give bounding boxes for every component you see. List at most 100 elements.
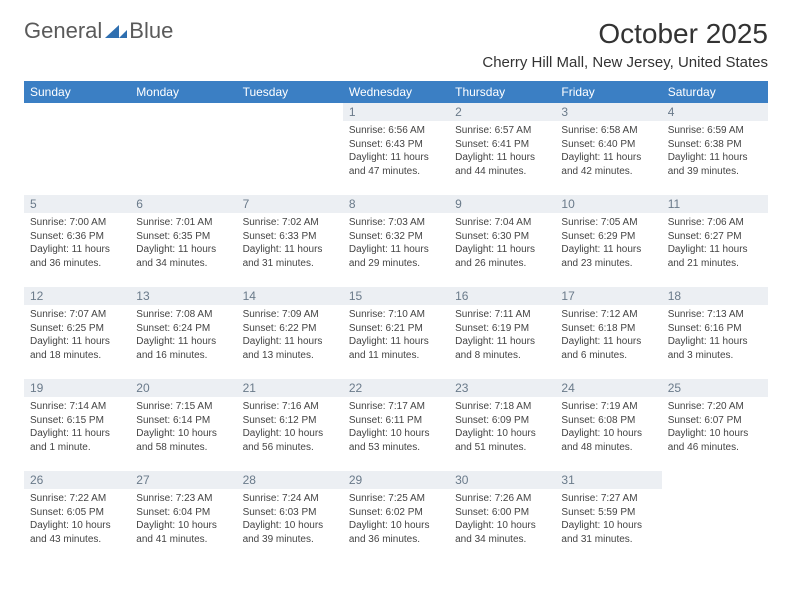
calendar-cell: 19Sunrise: 7:14 AMSunset: 6:15 PMDayligh… — [24, 379, 130, 471]
day-details: Sunrise: 6:58 AMSunset: 6:40 PMDaylight:… — [555, 121, 661, 180]
daylight-line: Daylight: 10 hours and 43 minutes. — [30, 519, 124, 546]
day-number: 30 — [449, 471, 555, 489]
day-number: 1 — [343, 103, 449, 121]
sunset-line: Sunset: 6:14 PM — [136, 414, 230, 428]
daylight-line: Daylight: 11 hours and 21 minutes. — [668, 243, 762, 270]
calendar-row: 26Sunrise: 7:22 AMSunset: 6:05 PMDayligh… — [24, 471, 768, 563]
day-number: 21 — [237, 379, 343, 397]
day-number: 3 — [555, 103, 661, 121]
sunset-line: Sunset: 6:07 PM — [668, 414, 762, 428]
day-number: 18 — [662, 287, 768, 305]
sunrise-line: Sunrise: 7:07 AM — [30, 308, 124, 322]
sunrise-line: Sunrise: 7:20 AM — [668, 400, 762, 414]
sunrise-line: Sunrise: 7:26 AM — [455, 492, 549, 506]
calendar-cell: 9Sunrise: 7:04 AMSunset: 6:30 PMDaylight… — [449, 195, 555, 287]
calendar-cell — [130, 103, 236, 195]
sunrise-line: Sunrise: 7:05 AM — [561, 216, 655, 230]
daylight-line: Daylight: 11 hours and 44 minutes. — [455, 151, 549, 178]
sunrise-line: Sunrise: 7:12 AM — [561, 308, 655, 322]
sunrise-line: Sunrise: 7:13 AM — [668, 308, 762, 322]
sunset-line: Sunset: 6:16 PM — [668, 322, 762, 336]
calendar-cell: 6Sunrise: 7:01 AMSunset: 6:35 PMDaylight… — [130, 195, 236, 287]
daylight-line: Daylight: 11 hours and 26 minutes. — [455, 243, 549, 270]
sunset-line: Sunset: 6:15 PM — [30, 414, 124, 428]
logo-text-blue: Blue — [129, 18, 173, 44]
day-details: Sunrise: 7:08 AMSunset: 6:24 PMDaylight:… — [130, 305, 236, 364]
day-number: 11 — [662, 195, 768, 213]
daylight-line: Daylight: 10 hours and 51 minutes. — [455, 427, 549, 454]
day-details: Sunrise: 7:11 AMSunset: 6:19 PMDaylight:… — [449, 305, 555, 364]
day-details: Sunrise: 7:07 AMSunset: 6:25 PMDaylight:… — [24, 305, 130, 364]
sunset-line: Sunset: 6:05 PM — [30, 506, 124, 520]
day-number: 15 — [343, 287, 449, 305]
calendar-body: 1Sunrise: 6:56 AMSunset: 6:43 PMDaylight… — [24, 103, 768, 563]
sunrise-line: Sunrise: 7:03 AM — [349, 216, 443, 230]
sunrise-line: Sunrise: 6:56 AM — [349, 124, 443, 138]
daylight-line: Daylight: 11 hours and 36 minutes. — [30, 243, 124, 270]
sunrise-line: Sunrise: 7:04 AM — [455, 216, 549, 230]
month-title: October 2025 — [482, 18, 768, 50]
sunrise-line: Sunrise: 7:02 AM — [243, 216, 337, 230]
sunset-line: Sunset: 6:09 PM — [455, 414, 549, 428]
sunset-line: Sunset: 6:35 PM — [136, 230, 230, 244]
daylight-line: Daylight: 11 hours and 42 minutes. — [561, 151, 655, 178]
sunset-line: Sunset: 6:21 PM — [349, 322, 443, 336]
daylight-line: Daylight: 11 hours and 13 minutes. — [243, 335, 337, 362]
daylight-line: Daylight: 11 hours and 8 minutes. — [455, 335, 549, 362]
logo-text-general: General — [24, 18, 102, 44]
calendar-cell: 3Sunrise: 6:58 AMSunset: 6:40 PMDaylight… — [555, 103, 661, 195]
day-number: 8 — [343, 195, 449, 213]
weekday-header: Tuesday — [237, 81, 343, 103]
daylight-line: Daylight: 10 hours and 31 minutes. — [561, 519, 655, 546]
sunrise-line: Sunrise: 7:16 AM — [243, 400, 337, 414]
calendar-cell: 10Sunrise: 7:05 AMSunset: 6:29 PMDayligh… — [555, 195, 661, 287]
weekday-header: Monday — [130, 81, 236, 103]
daylight-line: Daylight: 10 hours and 46 minutes. — [668, 427, 762, 454]
daylight-line: Daylight: 11 hours and 18 minutes. — [30, 335, 124, 362]
day-details: Sunrise: 7:06 AMSunset: 6:27 PMDaylight:… — [662, 213, 768, 272]
location-text: Cherry Hill Mall, New Jersey, United Sta… — [482, 54, 768, 71]
daylight-line: Daylight: 11 hours and 6 minutes. — [561, 335, 655, 362]
sunrise-line: Sunrise: 7:19 AM — [561, 400, 655, 414]
sunset-line: Sunset: 6:25 PM — [30, 322, 124, 336]
day-details: Sunrise: 7:17 AMSunset: 6:11 PMDaylight:… — [343, 397, 449, 456]
daylight-line: Daylight: 11 hours and 1 minute. — [30, 427, 124, 454]
day-details: Sunrise: 7:02 AMSunset: 6:33 PMDaylight:… — [237, 213, 343, 272]
title-block: October 2025 Cherry Hill Mall, New Jerse… — [482, 18, 768, 71]
daylight-line: Daylight: 10 hours and 39 minutes. — [243, 519, 337, 546]
day-details: Sunrise: 7:14 AMSunset: 6:15 PMDaylight:… — [24, 397, 130, 456]
calendar-cell: 29Sunrise: 7:25 AMSunset: 6:02 PMDayligh… — [343, 471, 449, 563]
calendar-cell: 8 Sunrise: 7:03 AMSunset: 6:32 PMDaylight… — [343, 195, 449, 287]
day-number: 10 — [555, 195, 661, 213]
daylight-line: Daylight: 11 hours and 34 minutes. — [136, 243, 230, 270]
sunrise-line: Sunrise: 7:01 AM — [136, 216, 230, 230]
sunset-line: Sunset: 6:11 PM — [349, 414, 443, 428]
calendar-cell: 4Sunrise: 6:59 AMSunset: 6:38 PMDaylight… — [662, 103, 768, 195]
sunrise-line: Sunrise: 6:58 AM — [561, 124, 655, 138]
daylight-line: Daylight: 10 hours and 41 minutes. — [136, 519, 230, 546]
sunrise-line: Sunrise: 7:11 AM — [455, 308, 549, 322]
day-details: Sunrise: 7:04 AMSunset: 6:30 PMDaylight:… — [449, 213, 555, 272]
day-details: Sunrise: 6:57 AMSunset: 6:41 PMDaylight:… — [449, 121, 555, 180]
sunset-line: Sunset: 6:36 PM — [30, 230, 124, 244]
daylight-line: Daylight: 10 hours and 36 minutes. — [349, 519, 443, 546]
day-details: Sunrise: 6:59 AMSunset: 6:38 PMDaylight:… — [662, 121, 768, 180]
sunrise-line: Sunrise: 7:18 AM — [455, 400, 549, 414]
day-details: Sunrise: 7:00 AMSunset: 6:36 PMDaylight:… — [24, 213, 130, 272]
sunrise-line: Sunrise: 7:08 AM — [136, 308, 230, 322]
daylight-line: Daylight: 11 hours and 11 minutes. — [349, 335, 443, 362]
daylight-line: Daylight: 11 hours and 29 minutes. — [349, 243, 443, 270]
daylight-line: Daylight: 11 hours and 47 minutes. — [349, 151, 443, 178]
calendar-cell: 13Sunrise: 7:08 AMSunset: 6:24 PMDayligh… — [130, 287, 236, 379]
calendar-cell — [662, 471, 768, 563]
day-number: 28 — [237, 471, 343, 489]
weekday-header: Wednesday — [343, 81, 449, 103]
day-number: 7 — [237, 195, 343, 213]
sunset-line: Sunset: 6:02 PM — [349, 506, 443, 520]
day-number: 19 — [24, 379, 130, 397]
day-number: 2 — [449, 103, 555, 121]
day-number: 29 — [343, 471, 449, 489]
sunset-line: Sunset: 6:32 PM — [349, 230, 443, 244]
day-number: 13 — [130, 287, 236, 305]
sunset-line: Sunset: 6:30 PM — [455, 230, 549, 244]
